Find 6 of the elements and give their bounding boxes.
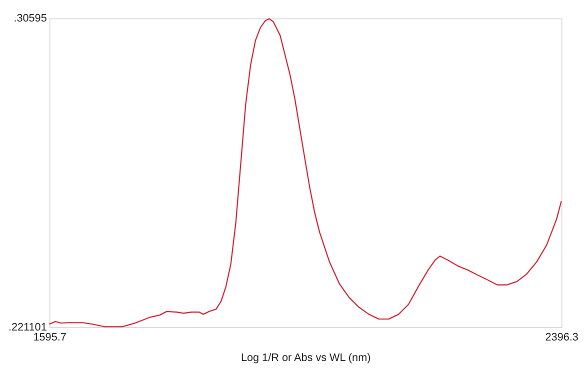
line-series [48, 18, 562, 328]
y-tick-label: .221101 [8, 322, 47, 334]
x-axis-title: Log 1/R or Abs vs WL (nm) [240, 352, 371, 364]
y-tick-label: .30595 [14, 12, 47, 25]
x-tick-label: 1595.7 [33, 331, 66, 344]
x-tick-label: 2396.3 [545, 331, 578, 344]
